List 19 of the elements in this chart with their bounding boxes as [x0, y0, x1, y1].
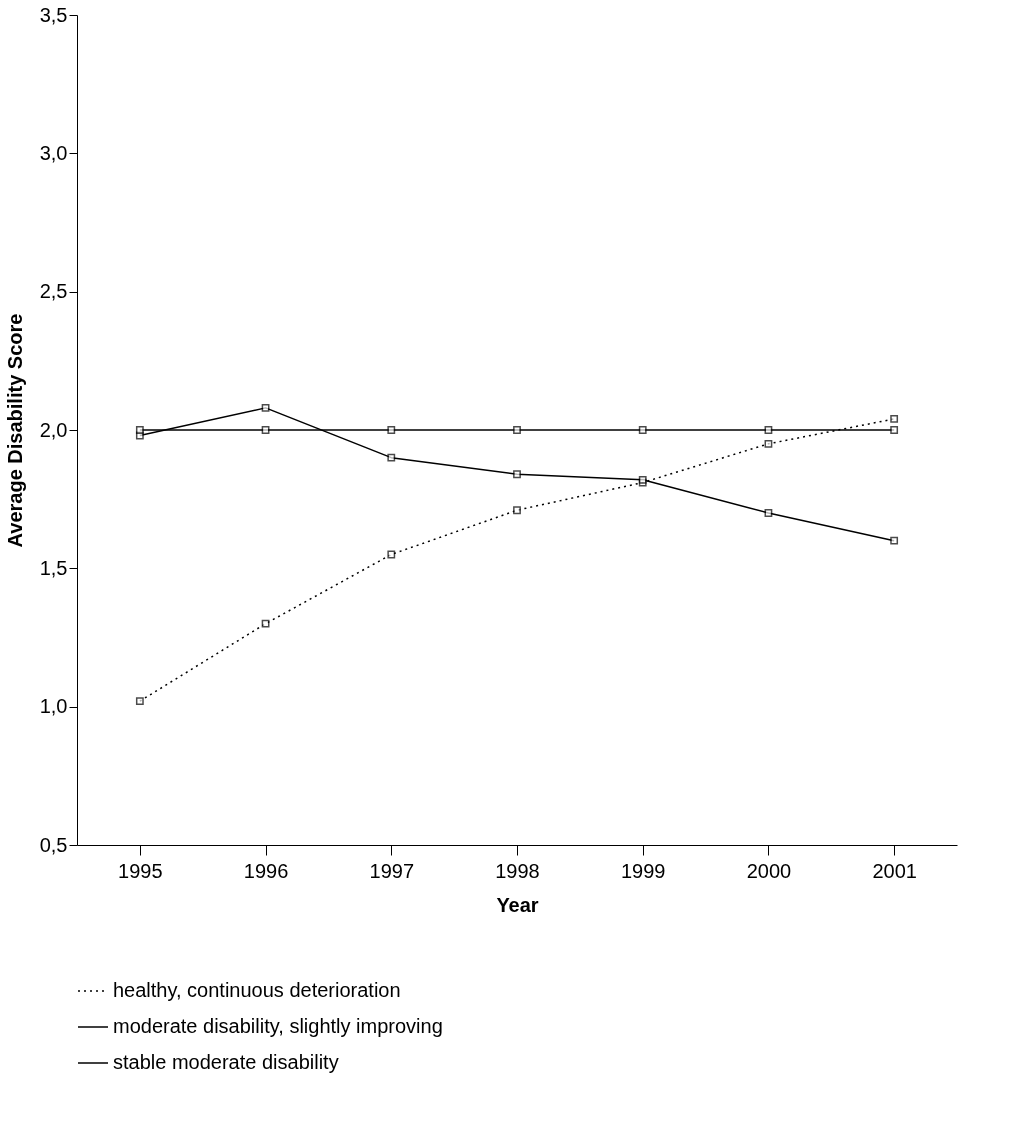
x-tick-label: 2000 [746, 859, 792, 882]
x-tick-label: 1997 [369, 859, 415, 882]
legend-label: moderate disability, slightly improving [113, 1015, 443, 1037]
legend-label: stable moderate disability [113, 1051, 339, 1073]
legend-label: healthy, continuous deterioration [113, 979, 401, 1001]
y-axis-title: Average Disability Score [3, 313, 26, 548]
x-axis-title: Year [496, 893, 539, 916]
y-tick-label: 2,5 [39, 280, 68, 303]
x-tick-label: 1998 [495, 859, 540, 882]
x-tick-label: 1999 [620, 859, 666, 882]
x-tick-label: 1996 [243, 859, 289, 882]
y-tick-label: 1,5 [39, 556, 68, 579]
y-tick-label: 3,5 [39, 3, 68, 26]
y-tick-label: 0,5 [39, 833, 68, 856]
y-tick-label: 2,0 [39, 418, 68, 441]
x-tick-label: 1995 [118, 859, 163, 882]
y-tick-label: 3,0 [39, 141, 68, 164]
y-tick-label: 1,0 [39, 695, 68, 718]
x-tick-label: 2001 [872, 859, 917, 882]
